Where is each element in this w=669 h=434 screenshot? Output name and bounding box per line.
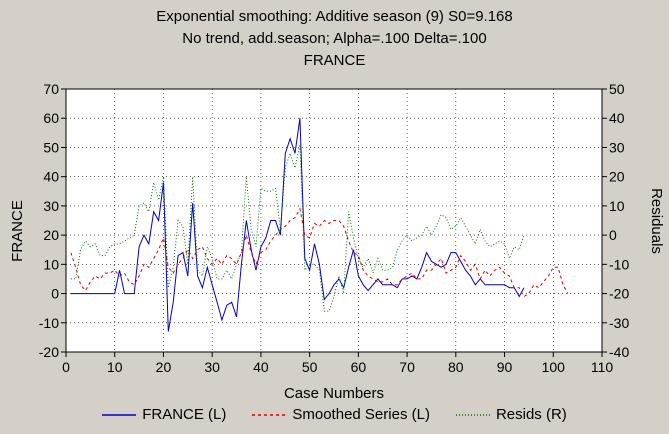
chart-subtitle: No trend, add.season; Alpha=.100 Delta=.… <box>182 30 487 47</box>
x-tick-label: 0 <box>62 359 70 375</box>
x-tick-label: 20 <box>156 359 172 375</box>
chart-titles: Exponential smoothing: Additive season (… <box>0 6 669 72</box>
x-tick-label: 110 <box>591 359 614 375</box>
axis-ticks: 0 10 20 30 40 50 60 70 80 90 100 110-20-10010203040… <box>39 81 630 375</box>
series-line-france <box>70 118 525 332</box>
y-axis-label-right: Residuals <box>648 188 665 254</box>
x-tick-label: 50 <box>302 359 318 375</box>
y-tick-label-left: 20 <box>43 227 59 243</box>
y-tick-label-left: -20 <box>39 344 59 360</box>
legend-label-smoothed: Smoothed Series (L) <box>292 406 430 423</box>
y-tick-label-right: 0 <box>609 227 617 243</box>
series-line-resids <box>70 144 525 312</box>
y-tick-label-left: 70 <box>43 81 59 97</box>
series-line-smoothed <box>70 207 569 298</box>
y-axis-label-left: FRANCE <box>9 200 26 262</box>
y-tick-label-left: 30 <box>43 198 59 214</box>
y-tick-label-left: 0 <box>51 286 59 302</box>
chart-legend: FRANCE (L) Smoothed Series (L) Resids (R… <box>0 406 669 423</box>
x-tick-label: 60 <box>351 359 367 375</box>
x-tick-label: 30 <box>204 359 220 375</box>
series-lines <box>70 118 569 332</box>
x-tick-label: 100 <box>542 359 566 375</box>
x-tick-label: 40 <box>253 359 269 375</box>
y-tick-label-right: -40 <box>609 344 629 360</box>
chart-subtitle-series: FRANCE <box>303 52 366 69</box>
x-tick-label: 80 <box>448 359 464 375</box>
legend-swatch-resids <box>455 413 490 416</box>
y-tick-label-left: 40 <box>43 169 59 185</box>
chart-title: Exponential smoothing: Additive season (… <box>156 8 513 25</box>
y-tick-label-right: -30 <box>609 315 629 331</box>
x-tick-label: 90 <box>497 359 513 375</box>
legend-label-france: FRANCE (L) <box>142 406 227 423</box>
x-tick-label: 10 <box>107 359 123 375</box>
y-tick-label-left: 60 <box>43 110 59 126</box>
y-tick-label-right: 20 <box>609 169 625 185</box>
y-tick-label-right: -20 <box>609 286 629 302</box>
legend-swatch-france <box>102 413 137 416</box>
y-tick-label-right: 50 <box>609 81 625 97</box>
y-tick-label-right: 10 <box>609 198 625 214</box>
y-tick-label-left: -10 <box>39 315 59 331</box>
x-tick-label: 70 <box>399 359 415 375</box>
y-tick-label-right: -10 <box>609 256 629 272</box>
y-tick-label-left: 50 <box>43 139 59 155</box>
y-tick-label-right: 30 <box>609 139 625 155</box>
legend-swatch-smoothed <box>252 413 287 416</box>
y-tick-label-right: 40 <box>609 110 625 126</box>
legend-label-resids: Resids (R) <box>495 406 567 423</box>
legend-item-resids: Resids (R) <box>455 406 567 423</box>
gridlines <box>66 89 602 352</box>
legend-item-smoothed: Smoothed Series (L) <box>252 406 430 423</box>
legend-item-france: FRANCE (L) <box>102 406 226 423</box>
x-axis-label: Case Numbers <box>284 385 384 402</box>
y-tick-label-left: 10 <box>43 256 59 272</box>
